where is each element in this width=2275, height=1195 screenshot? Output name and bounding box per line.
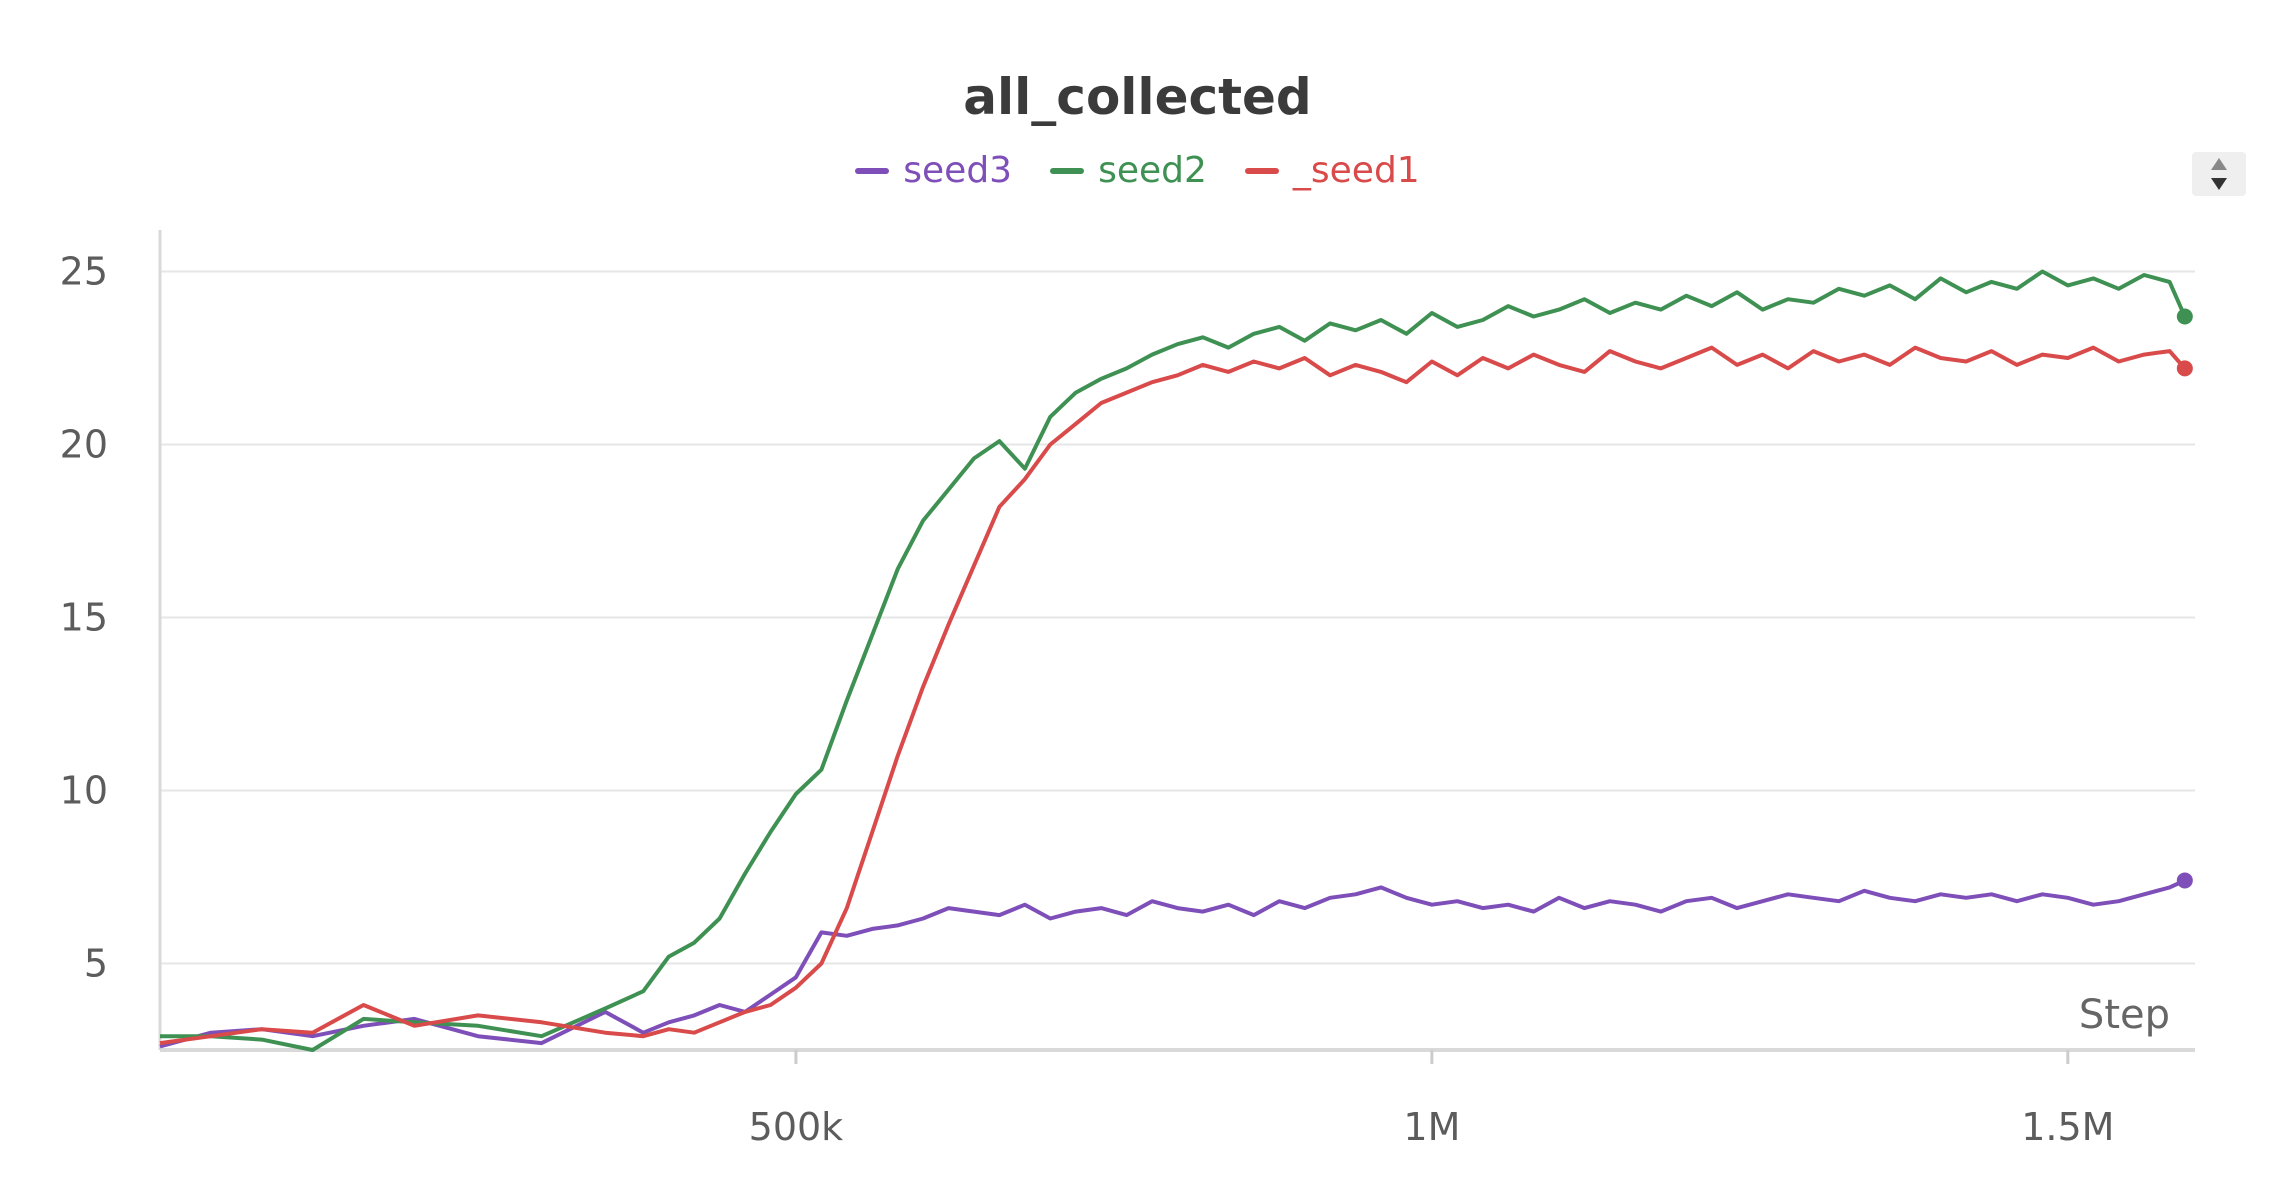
- y-tick-label-4: 25: [60, 250, 108, 294]
- y-tick-label-1: 10: [60, 769, 108, 813]
- series-line-_seed1: [159, 345, 2187, 1046]
- x-tick-label-0: 500k: [749, 1105, 844, 1149]
- x-tick-label-1: 1M: [1403, 1105, 1460, 1149]
- series-end-point-seed2: [2176, 308, 2193, 325]
- legend: seed3 seed2 _seed1: [0, 150, 2275, 191]
- sort-arrows-icon: [2211, 158, 2227, 190]
- y-tick-label-3: 20: [60, 423, 108, 467]
- legend-item-seed2[interactable]: seed2: [1050, 150, 1207, 191]
- x-tick-label-2: 1.5M: [2021, 1105, 2114, 1149]
- y-tick-label-0: 5: [84, 942, 108, 986]
- legend-sort-button[interactable]: [2192, 152, 2246, 196]
- legend-swatch-seed3: [855, 167, 890, 174]
- x-axis-label: Step: [2079, 992, 2170, 1038]
- series-end-point-seed3: [2176, 872, 2193, 889]
- legend-label-seed1: _seed1: [1292, 150, 1420, 191]
- legend-item-seed1[interactable]: _seed1: [1244, 150, 1420, 191]
- legend-item-seed3[interactable]: seed3: [855, 150, 1012, 191]
- series-end-point-_seed1: [2176, 360, 2193, 377]
- series-line-seed2: [160, 269, 2187, 1052]
- legend-label-seed2: seed2: [1098, 150, 1207, 191]
- legend-label-seed3: seed3: [903, 150, 1013, 191]
- chart-title: all_collected: [963, 68, 1312, 126]
- legend-swatch-seed1: [1244, 167, 1279, 174]
- series-line-seed3: [159, 878, 2186, 1049]
- legend-swatch-seed2: [1050, 167, 1085, 174]
- y-tick-label-2: 15: [60, 596, 108, 640]
